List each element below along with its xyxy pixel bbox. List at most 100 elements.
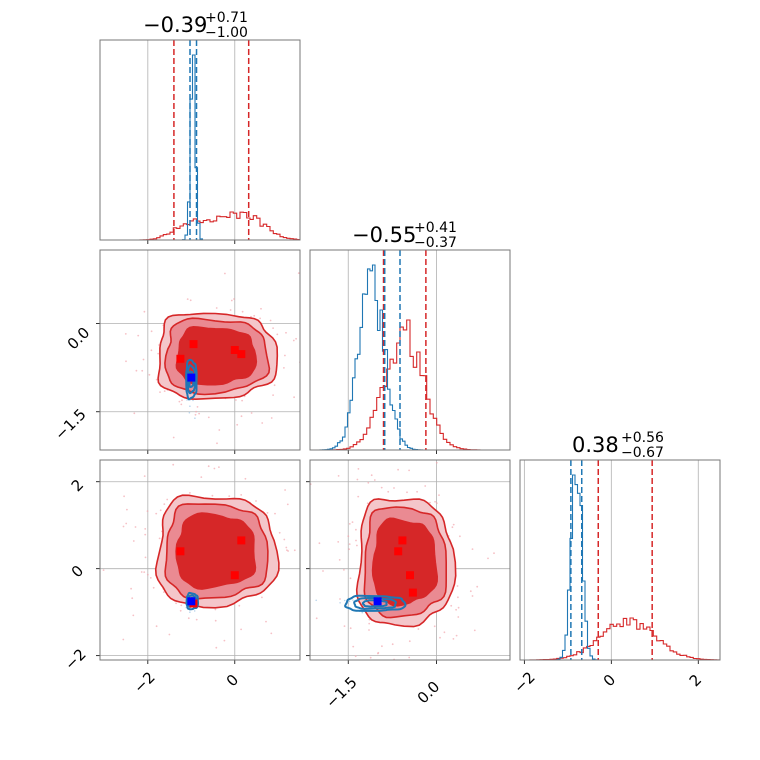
contour-param-2-vs-param-0-plot-area [98, 460, 303, 660]
contour-param-1-vs-param-0-blue-point-44 [192, 399, 194, 402]
contour-param-2-vs-param-0-red-point-127 [301, 576, 303, 578]
contour-param-1-vs-param-0-red-point-38 [285, 331, 287, 334]
contour-param-2-vs-param-1-red-point-153 [455, 634, 458, 637]
contour-param-1-vs-param-0-red-marker-3 [237, 350, 246, 359]
contour-param-2-vs-param-1-red-point-17 [424, 485, 427, 487]
contour-param-2-vs-param-1-red-point-172 [367, 481, 370, 484]
contour-param-1-vs-param-0-red-point-83 [272, 327, 274, 329]
contour-param-2-vs-param-0-red-point-69 [240, 494, 243, 496]
contour-param-2-vs-param-0-red-point-64 [200, 476, 203, 478]
contour-param-1-vs-param-0-red-point-14 [302, 326, 304, 328]
contour-param-2-vs-param-0-red-point-100 [134, 526, 137, 528]
contour-param-2-vs-param-0-red-point-174 [240, 628, 243, 631]
contour-param-2-vs-param-1-red-point-78 [443, 631, 446, 634]
contour-param-1-vs-param-0-red-point-133 [224, 272, 226, 275]
contour-param-2-vs-param-1-red-point-162 [348, 548, 350, 551]
contour-param-2-vs-param-1-red-point-196 [451, 526, 454, 529]
contour-param-2-vs-param-0-red-point-14 [98, 467, 100, 469]
contour-param-2-vs-param-1-red-point-125 [469, 590, 472, 593]
contour-param-2-vs-param-0-red-point-165 [140, 571, 143, 573]
tick-labels-bottom-p1: −1.5 0.0 [322, 673, 443, 711]
contour-param-1-vs-param-0-red-point-42 [180, 403, 183, 406]
contour-param-2-vs-param-1-blue-point-19 [343, 599, 346, 602]
title-param-2-median: 0.38 [572, 433, 619, 457]
contour-param-2-vs-param-1-red-point-10 [457, 616, 460, 618]
contour-param-2-vs-param-0-blue-contour-outer [185, 591, 199, 611]
title-param-0: −0.39 +0.71 −1.00 [143, 10, 248, 41]
title-param-2-plus: +0.56 [621, 430, 664, 446]
contour-param-2-vs-param-0-border [99, 459, 301, 661]
contour-param-2-vs-param-1-red-point-110 [387, 490, 390, 493]
contour-param-2-vs-param-1-red-point-167 [450, 604, 453, 607]
contour-param-1-vs-param-0-red-point-68 [272, 394, 274, 396]
contour-param-1-vs-param-0-red-point-184 [241, 310, 244, 313]
tick-label-left-p2-2: −2 [61, 645, 89, 673]
contour-param-2-vs-param-1-red-point-66 [439, 636, 441, 639]
tick-labels-left-p1: 0.0 −1.5 [51, 324, 93, 444]
contour-param-2-vs-param-1-red-point-55 [397, 468, 399, 471]
contour-param-1-vs-param-0-red-point-144 [207, 416, 210, 419]
contour-param-2-vs-param-1-red-point-34 [493, 552, 495, 555]
contour-param-2-vs-param-1-red-point-44 [471, 548, 474, 550]
contour-param-2-vs-param-1-blue-point-14 [352, 599, 354, 601]
contour-param-1-vs-param-0-blue-marker-0 [187, 373, 196, 382]
contour-param-2-vs-param-1-red-point-107 [476, 585, 479, 588]
contour-param-2-vs-param-1-red-point-62 [391, 643, 394, 646]
contour-param-2-vs-param-1-blue-point-47 [315, 599, 318, 602]
contour-param-2-vs-param-1-blue-point-13 [339, 602, 341, 604]
contour-param-2-vs-param-0-red-point-136 [126, 508, 128, 511]
contour-param-1-vs-param-0-red-point-81 [297, 272, 300, 274]
contour-param-2-vs-param-0-red-point-78 [155, 512, 158, 515]
contour-param-1-vs-param-0-red-point-48 [261, 422, 264, 424]
contour-param-1-vs-param-0-red-point-39 [189, 299, 192, 302]
contour-param-2-vs-param-0-red-point-58 [122, 525, 125, 528]
contour-param-2-vs-param-0-red-point-40 [131, 597, 134, 600]
contour-param-2-vs-param-0-red-point-80 [146, 573, 149, 576]
histogram-param-1-blue-series [310, 264, 510, 450]
contour-param-1-vs-param-0-red-point-34 [141, 369, 144, 372]
contour-param-2-vs-param-1-red-marker-1 [394, 547, 403, 556]
tick-label-bottom-p1-0: −1.5 [322, 673, 360, 711]
contour-param-1-vs-param-0-red-point-127 [302, 376, 304, 378]
contour-param-2-vs-param-1-red-point-38 [457, 596, 459, 599]
contour-param-2-vs-param-1-red-point-175 [357, 468, 360, 470]
contour-param-1-vs-param-0-blue-point-17 [188, 411, 191, 414]
contour-param-2-vs-param-0-red-point-24 [179, 609, 182, 612]
contour-param-2-vs-param-0-red-marker-1 [237, 536, 246, 545]
contour-param-2-vs-param-0 [96, 459, 303, 664]
contour-param-1-vs-param-0-red-point-46 [304, 378, 306, 380]
tick-label-bottom-p1-1: 0.0 [414, 678, 444, 708]
contour-param-2-vs-param-0-red-point-63 [274, 512, 276, 515]
contour-param-2-vs-param-1-red-point-73 [435, 461, 438, 464]
contour-param-2-vs-param-0-red-point-93 [143, 571, 146, 573]
contour-param-2-vs-param-0-red-point-170 [163, 503, 166, 505]
contour-param-2-vs-param-0-red-point-172 [189, 492, 191, 494]
contour-param-2-vs-param-1-red-point-68 [337, 475, 340, 477]
contour-param-1-vs-param-0-red-point-64 [270, 417, 273, 419]
contour-param-1-vs-param-0-red-point-147 [273, 384, 276, 387]
contour-param-2-vs-param-0-red-point-70 [149, 577, 152, 579]
contour-param-1-vs-param-0-red-point-9 [143, 310, 146, 313]
contour-param-1-vs-param-0-red-point-107 [142, 358, 145, 361]
tick-label-bottom-p2-2: 2 [686, 671, 705, 690]
contour-param-2-vs-param-1-red-point-20 [452, 523, 455, 526]
contour-param-2-vs-param-1-red-point-69 [318, 542, 321, 545]
contour-param-2-vs-param-1-red-point-65 [455, 608, 457, 611]
contour-param-2-vs-param-0-red-point-98 [102, 569, 105, 571]
contour-param-2-vs-param-1-red-point-118 [368, 618, 371, 621]
contour-param-1-vs-param-0-red-point-54 [159, 391, 161, 393]
contour-param-2-vs-param-1-red-point-59 [355, 528, 357, 531]
contour-param-2-vs-param-0-red-point-47 [159, 509, 162, 512]
contour-param-2-vs-param-0-red-point-138 [211, 494, 214, 497]
contour-param-2-vs-param-0-red-point-195 [213, 467, 216, 470]
contour-param-2-vs-param-1-red-point-41 [355, 539, 357, 542]
contour-param-2-vs-param-0-red-point-0 [144, 533, 147, 536]
contour-param-1-vs-param-0-red-point-168 [155, 378, 158, 381]
title-param-1-median: −0.55 [352, 223, 416, 247]
contour-param-2-vs-param-1-red-point-71 [429, 501, 431, 504]
contour-param-2-vs-param-1-red-marker-0 [398, 536, 407, 545]
contour-param-1-vs-param-0-red-point-156 [137, 334, 140, 337]
contour-param-2-vs-param-0-red-point-113 [168, 633, 171, 636]
contour-param-2-vs-param-1-red-point-13 [315, 617, 318, 620]
contour-param-2-vs-param-0-red-contour-inner [175, 512, 257, 590]
